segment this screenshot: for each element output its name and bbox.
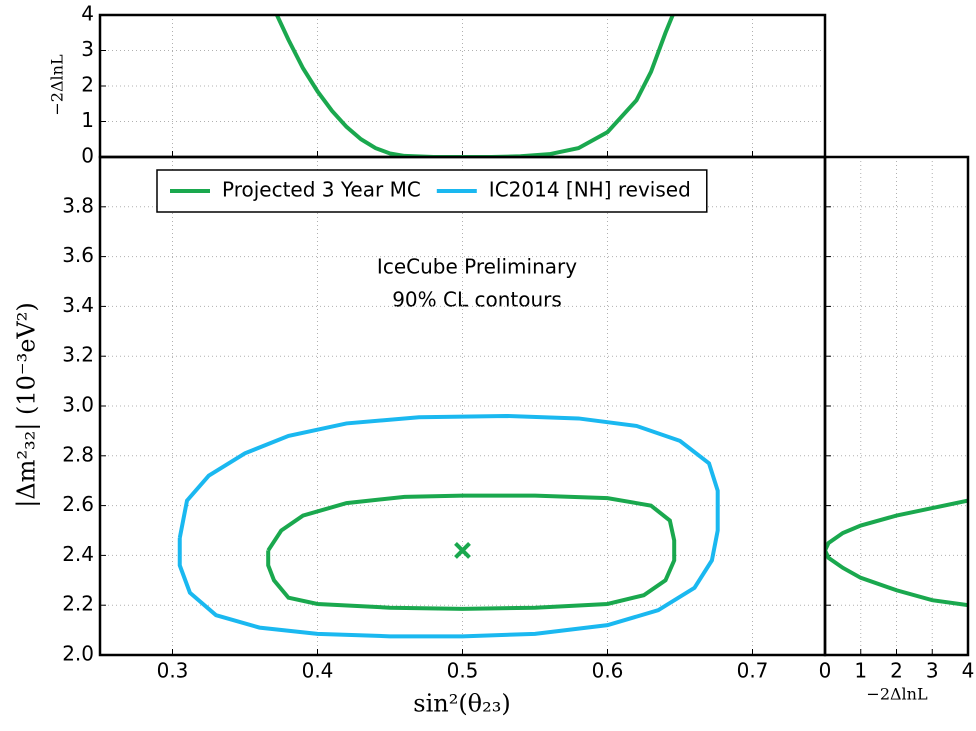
y-tick-label: 1	[81, 108, 94, 132]
y-tick-label: 3.0	[62, 393, 94, 417]
y-axis-label: |Δm²₃₂| (10⁻³eV²)	[13, 302, 42, 507]
data-line	[275, 15, 675, 157]
y-tick-label: 2	[81, 73, 94, 97]
y-tick-label: 3.8	[62, 193, 94, 217]
x-tick-label: 0.4	[302, 659, 334, 683]
data-line	[266, 493, 677, 611]
x-tick-label: 4	[962, 659, 975, 683]
x-tick-label: 1	[854, 659, 867, 683]
y-tick-label: 3.6	[62, 243, 94, 267]
x-axis-label: −2ΔlnL	[866, 685, 928, 704]
y-tick-label: 3	[81, 37, 94, 61]
x-tick-label: 3	[926, 659, 939, 683]
y-tick-label: 2.4	[62, 542, 94, 566]
x-tick-label: 0	[819, 659, 832, 683]
legend: Projected 3 Year MC IC2014 [NH] revised	[156, 169, 708, 213]
y-tick-label: 2.0	[62, 642, 94, 666]
plot-frame	[823, 155, 970, 657]
y-tick-label: 2.8	[62, 442, 94, 466]
data-line	[177, 413, 720, 639]
data-line	[825, 498, 968, 608]
x-tick-label: 2	[890, 659, 903, 683]
y-tick-label: 2.6	[62, 492, 94, 516]
x-tick-label: 0.7	[737, 659, 769, 683]
y-tick-label: 0	[81, 144, 94, 168]
annotation: IceCube Preliminary	[377, 255, 577, 279]
y-tick-label: 2.2	[62, 592, 94, 616]
legend-box	[156, 169, 708, 213]
x-tick-label: 0.6	[592, 659, 624, 683]
legend-label: Projected 3 Year MC	[222, 178, 421, 202]
x-axis-label: sin²(θ₂₃)	[413, 690, 511, 718]
y-tick-label: 4	[81, 2, 94, 26]
legend-label: IC2014 [NH] revised	[489, 178, 691, 202]
plot-frame	[98, 13, 827, 159]
y-tick-label: 3.4	[62, 293, 94, 317]
annotation: 90% CL contours	[392, 288, 562, 312]
best-fit-marker	[454, 542, 471, 559]
x-tick-label: 0.5	[447, 659, 479, 683]
y-axis-label: −2ΔlnL	[48, 54, 67, 116]
x-tick-label: 0.3	[157, 659, 189, 683]
y-tick-label: 3.2	[62, 343, 94, 367]
